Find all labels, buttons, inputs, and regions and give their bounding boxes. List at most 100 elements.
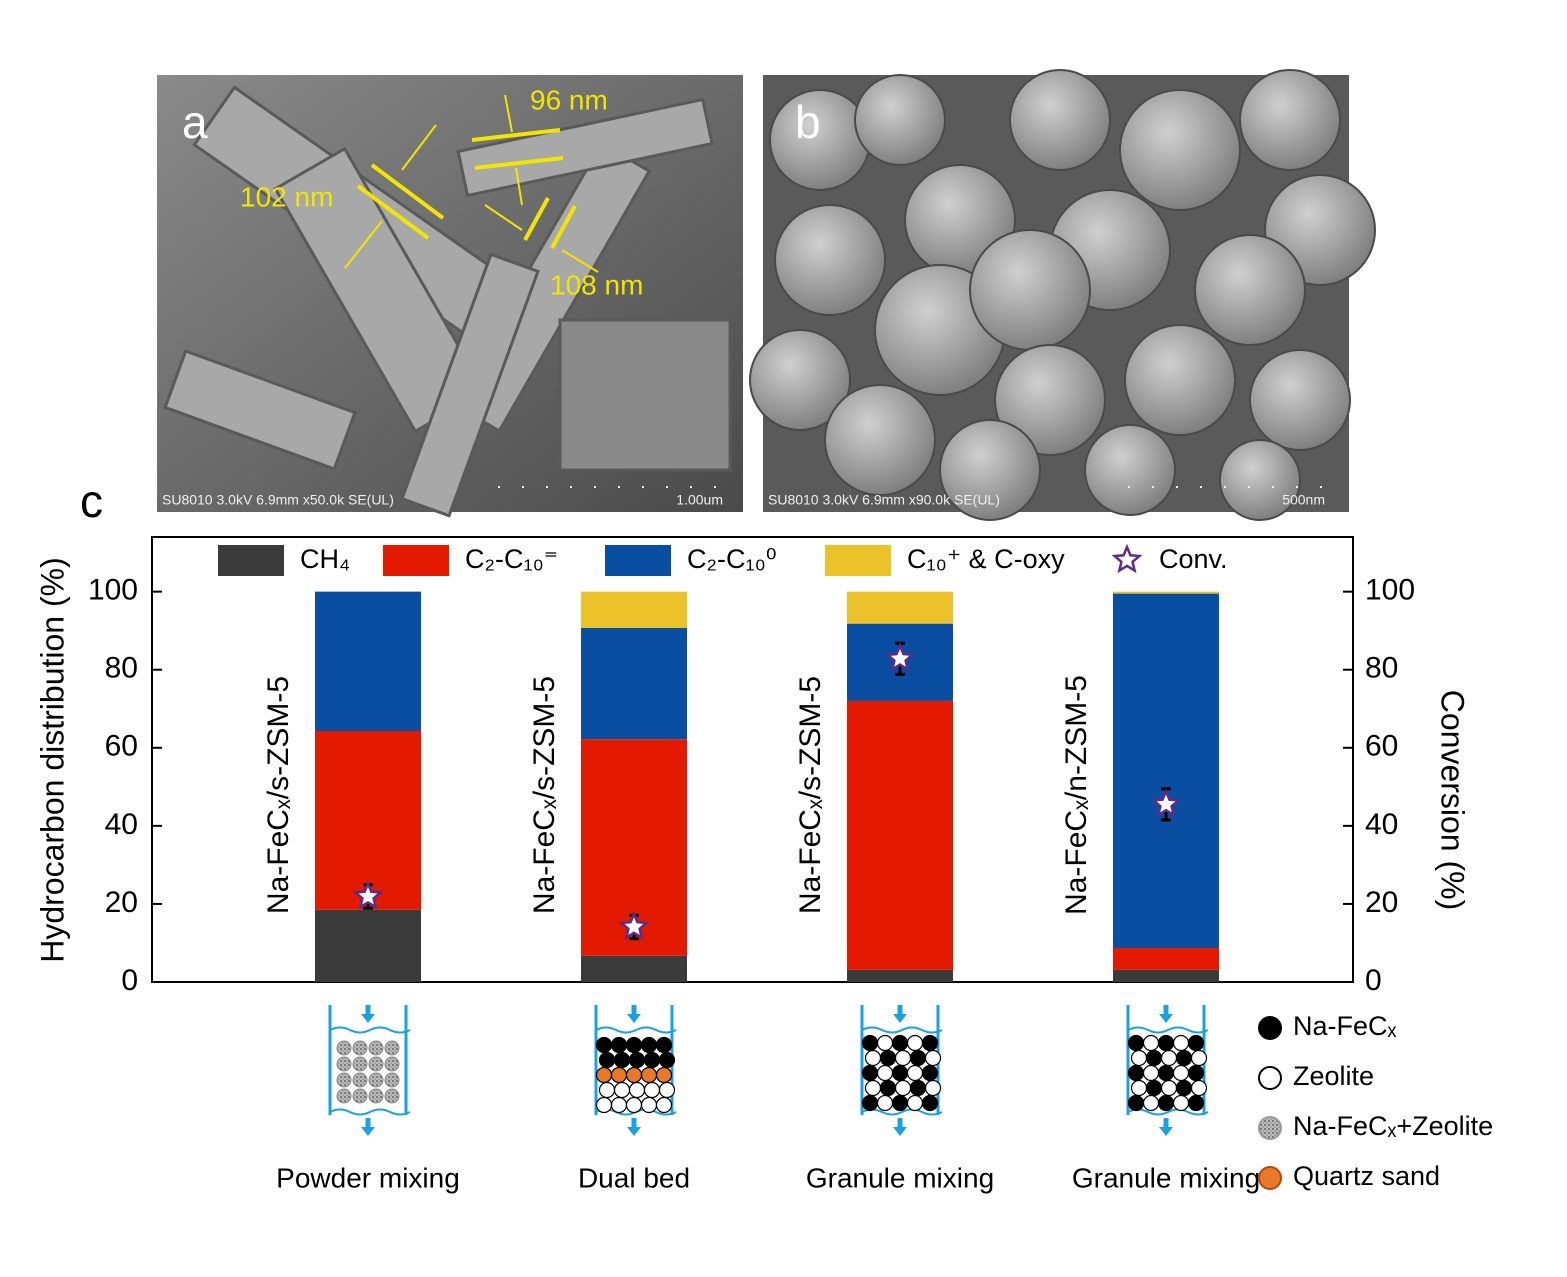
- particle: [1190, 1049, 1208, 1067]
- particle: [1142, 1094, 1160, 1112]
- particle: [921, 1094, 939, 1112]
- particle: [352, 1056, 368, 1072]
- particle: [1145, 1049, 1163, 1067]
- flow-arrow-head: [361, 1127, 375, 1136]
- y-tick-label: 40: [105, 808, 138, 841]
- bar-label: Na-FeCₓ/n-ZSM-5: [1060, 675, 1093, 915]
- particle: [1187, 1094, 1205, 1112]
- bed-legend-marker: [1258, 1116, 1282, 1140]
- particle: [894, 1049, 912, 1067]
- conversion-point: [884, 642, 916, 672]
- legend-marker: [1111, 543, 1143, 574]
- particle: [924, 1079, 942, 1097]
- particle: [879, 1079, 897, 1097]
- panel-label: a: [182, 96, 208, 148]
- particle: [368, 1088, 384, 1104]
- particle: [1172, 1094, 1190, 1112]
- flow-arrow-head: [1159, 1014, 1173, 1023]
- particle: [861, 1064, 879, 1082]
- particle: [864, 1079, 882, 1097]
- particle: [894, 1079, 912, 1097]
- particle: [658, 1051, 676, 1069]
- particle: [891, 1034, 909, 1052]
- particle: [595, 1096, 613, 1114]
- particle: [909, 1049, 927, 1067]
- particle: [906, 1034, 924, 1052]
- bar-segment: [847, 700, 953, 970]
- particle: [628, 1051, 646, 1069]
- particle: [625, 1036, 643, 1054]
- legend-swatch: [605, 545, 671, 576]
- plot-frame: [151, 536, 1354, 983]
- bar-segment: [315, 591, 421, 732]
- y-tick-label: 60: [105, 730, 138, 763]
- particle: [640, 1066, 658, 1084]
- particle: [1157, 1064, 1175, 1082]
- bed-label: Powder mixing: [276, 1162, 460, 1193]
- particle: [595, 1036, 613, 1054]
- particle: [1157, 1034, 1175, 1052]
- bed-support: [329, 1108, 411, 1116]
- particle: [368, 1072, 384, 1088]
- particle: [384, 1056, 400, 1072]
- y2-tick-label: 0: [1365, 964, 1382, 997]
- particle: [384, 1072, 400, 1088]
- y-tick-label: 80: [105, 652, 138, 685]
- bed-legend-marker: [1258, 1166, 1282, 1190]
- particle: [879, 1049, 897, 1067]
- bar-label: Na-FeCₓ/s-ZSM-5: [262, 676, 295, 914]
- flow-arrow-head: [627, 1127, 641, 1136]
- bar-segment: [1113, 948, 1219, 970]
- legend-swatch: [825, 545, 891, 576]
- particle: [876, 1034, 894, 1052]
- particle: [658, 1081, 676, 1099]
- bar-segment: [1113, 969, 1219, 982]
- particle: [1157, 1094, 1175, 1112]
- particle: [1172, 1064, 1190, 1082]
- bed-legend-label: Quartz sand: [1293, 1161, 1440, 1191]
- particle: [613, 1051, 631, 1069]
- y2-tick-label: 80: [1365, 652, 1398, 685]
- legend-label: C₁₀⁺ & C-oxy: [907, 544, 1065, 574]
- particle: [640, 1036, 658, 1054]
- y2-axis-label: Conversion (%): [1435, 690, 1471, 911]
- particle: [336, 1072, 352, 1088]
- particle: [921, 1064, 939, 1082]
- particle: [876, 1094, 894, 1112]
- legend-label: C₂-C₁₀⁼: [465, 544, 558, 574]
- image-footer: SU8010 3.0kV 6.9mm x50.0k SE(UL): [162, 492, 394, 508]
- particle: [924, 1049, 942, 1067]
- panel-label: b: [795, 96, 821, 148]
- legend-label: CH₄: [300, 544, 350, 574]
- particle: [352, 1088, 368, 1104]
- bed-label: Granule mixing: [806, 1162, 994, 1193]
- y-tick-label: 20: [105, 886, 138, 919]
- y2-tick-label: 100: [1365, 574, 1415, 607]
- particle: [1160, 1049, 1178, 1067]
- particle: [336, 1088, 352, 1104]
- bar-segment: [1113, 593, 1219, 949]
- particle: [909, 1079, 927, 1097]
- conversion-point: [618, 910, 650, 941]
- bar-label: Na-FeCₓ/s-ZSM-5: [528, 676, 561, 914]
- flow-arrow-head: [893, 1014, 907, 1023]
- y2-tick-label: 60: [1365, 730, 1398, 763]
- particle: [625, 1096, 643, 1114]
- bar-segment: [581, 955, 687, 982]
- y-tick-label: 100: [88, 574, 138, 607]
- particle: [610, 1096, 628, 1114]
- annotation: 102 nm: [240, 181, 333, 212]
- bar-segment: [315, 909, 421, 982]
- particle: [640, 1096, 658, 1114]
- bar-label: Na-FeCₓ/s-ZSM-5: [794, 676, 827, 914]
- bed-support: [861, 1026, 943, 1034]
- legend-label: C₂-C₁₀⁰: [687, 544, 777, 574]
- flow-arrow-head: [361, 1014, 375, 1023]
- particle: [610, 1066, 628, 1084]
- legend-label: Conv.: [1159, 544, 1228, 574]
- particle: [1130, 1079, 1148, 1097]
- particle: [613, 1081, 631, 1099]
- particle: [876, 1064, 894, 1082]
